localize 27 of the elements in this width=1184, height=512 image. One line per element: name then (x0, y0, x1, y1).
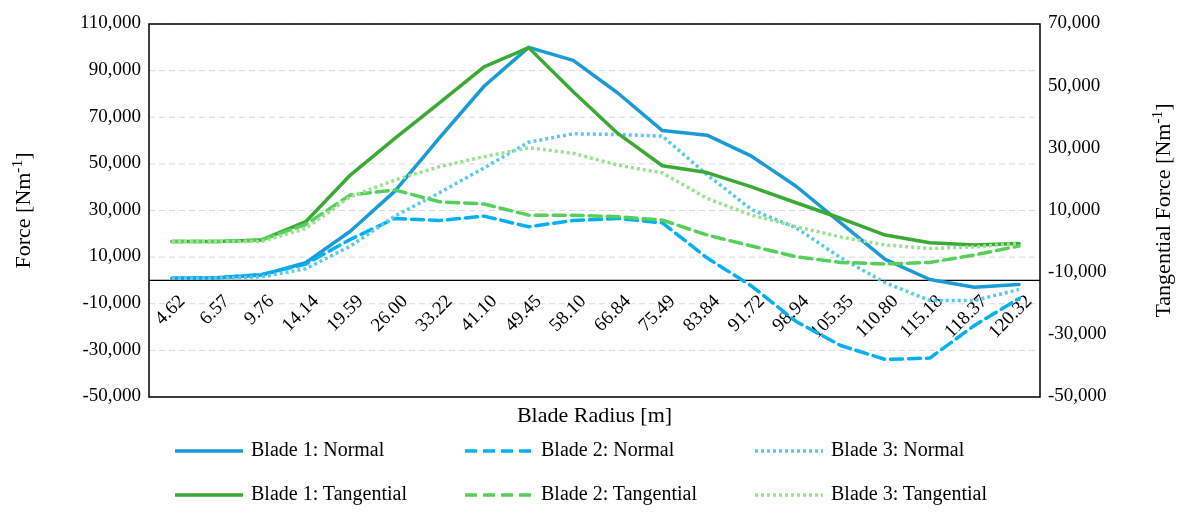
y2-tick-label: -10,000 (1048, 260, 1107, 282)
y2-tick-label: 10,000 (1048, 197, 1101, 219)
legend-label: Blade 1: Tangential (251, 481, 408, 505)
y-tick-label: 110,000 (79, 11, 141, 33)
y2-tick-label: -50,000 (1048, 384, 1107, 406)
y-tick-label: -50,000 (82, 384, 141, 406)
line-series (170, 188, 1021, 266)
y-tick-label: 90,000 (88, 57, 141, 79)
y2-tick-label: 50,000 (1048, 73, 1101, 95)
y-tick-label: -30,000 (82, 337, 141, 359)
legend-label: Blade 2: Tangential (541, 481, 698, 505)
legend-label: Blade 1: Normal (251, 437, 385, 460)
x-tick-label: 9.76 (239, 290, 278, 329)
x-tick-label: 4.62 (150, 290, 189, 329)
y-tick-label: 10,000 (88, 244, 141, 266)
x-tick-label: 6.57 (194, 290, 234, 329)
legend-label: Blade 3: Tangential (831, 481, 988, 505)
legend-label: Blade 2: Normal (541, 437, 675, 460)
legend-label: Blade 3: Normal (831, 437, 965, 460)
y2-tick-label: 70,000 (1048, 11, 1101, 33)
y-tick-label: 50,000 (88, 151, 141, 173)
y-tick-label: 70,000 (88, 104, 141, 126)
y-tick-label: -10,000 (82, 291, 141, 313)
y-tick-label: 30,000 (88, 197, 141, 219)
y2-tick-label: -30,000 (1048, 322, 1107, 344)
y2-tick-label: 30,000 (1048, 135, 1101, 157)
x-axis-title: Blade Radius [m] (516, 402, 673, 427)
